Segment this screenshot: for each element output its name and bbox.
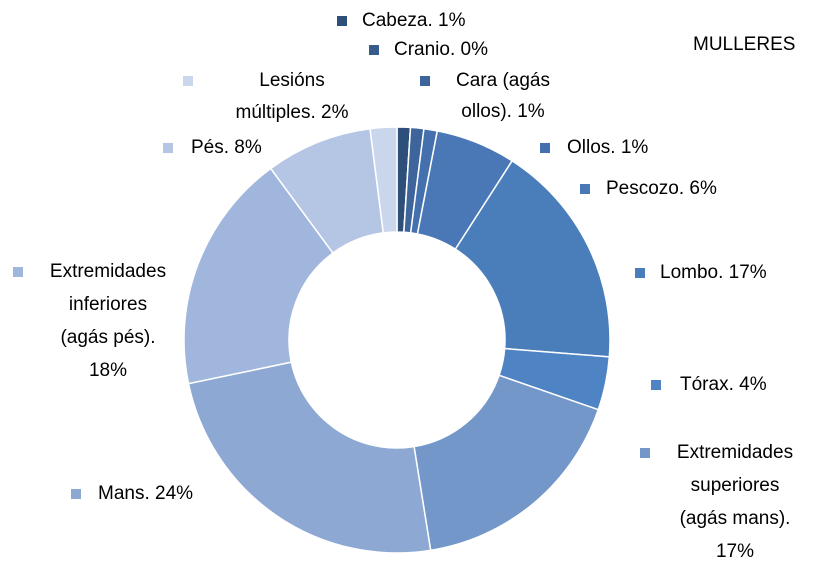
data-label: Tórax. 4% [680, 374, 767, 395]
legend-swatch [163, 143, 173, 153]
legend-swatch [651, 380, 661, 390]
legend-swatch [420, 76, 430, 86]
legend-swatch [71, 489, 81, 499]
data-label: ollos). 1% [461, 101, 545, 122]
data-label: Ollos. 1% [567, 137, 648, 158]
donut-slice [183, 167, 335, 385]
data-label: Pescozo. 6% [606, 178, 717, 199]
donut-slice [369, 126, 398, 234]
data-label: Extremidades [677, 442, 793, 463]
legend-swatch [369, 45, 379, 55]
data-label: inferiores [69, 294, 147, 315]
data-label: Cabeza. 1% [362, 10, 466, 31]
legend-swatch [337, 16, 347, 26]
legend-swatch [635, 268, 645, 278]
data-label: (agás pés). [60, 327, 155, 348]
data-label: (agás mans). [680, 508, 791, 529]
data-label: Lombo. 17% [660, 262, 767, 283]
legend-swatch [640, 448, 650, 458]
data-label: Cranio. 0% [394, 39, 488, 60]
data-label: 17% [716, 541, 754, 562]
donut-slice [413, 374, 600, 552]
legend-swatch [13, 267, 23, 277]
data-label: múltiples. 2% [236, 102, 349, 123]
data-label: Lesións [259, 70, 325, 91]
legend-swatch [540, 143, 550, 153]
donut-slice [187, 361, 432, 554]
data-label: Pés. 8% [191, 137, 262, 158]
data-label: Cara (agás [456, 70, 550, 91]
legend-swatch [183, 76, 193, 86]
data-label: 18% [89, 360, 127, 381]
donut-slice [454, 159, 611, 358]
chart-title: MULLERES [693, 34, 795, 55]
data-label: Extremidades [50, 261, 166, 282]
data-label: superiores [691, 475, 780, 496]
legend-swatch [580, 184, 590, 194]
data-label: Mans. 24% [98, 483, 193, 504]
